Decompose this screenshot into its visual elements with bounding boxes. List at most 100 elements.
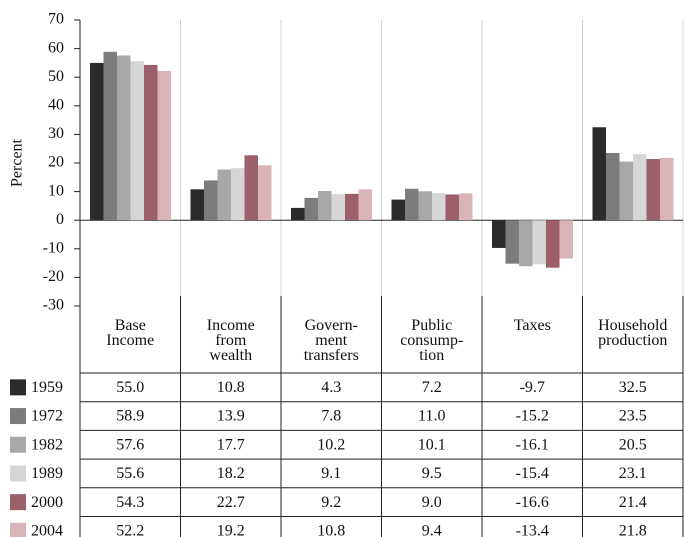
- table-value: 10.1: [418, 436, 446, 453]
- bar: [445, 194, 459, 221]
- table-value: 9.2: [321, 494, 341, 511]
- table-value: 20.5: [619, 436, 647, 453]
- bar: [358, 189, 372, 221]
- legend-label: 1972: [31, 408, 63, 425]
- bar: [559, 220, 573, 259]
- table-value: 23.1: [619, 465, 647, 482]
- bar: [532, 220, 546, 265]
- legend-label: 1982: [31, 436, 63, 453]
- y-tick-label: -20: [43, 268, 64, 285]
- table-value: 32.5: [619, 379, 647, 396]
- y-tick-label: 70: [48, 11, 64, 28]
- bar: [244, 155, 258, 221]
- y-tick-label: 10: [48, 182, 64, 199]
- bar: [291, 207, 305, 221]
- category-label: Household production: [598, 317, 667, 349]
- table-value: -16.6: [516, 494, 549, 511]
- table-value: 9.4: [422, 523, 442, 537]
- bar: [331, 194, 345, 221]
- table-value: -15.4: [516, 465, 549, 482]
- legend-label: 1989: [31, 465, 63, 482]
- bar: [418, 191, 432, 221]
- table-value: -9.7: [520, 379, 545, 396]
- y-axis-label: Percent: [9, 138, 26, 187]
- bar: [144, 64, 158, 221]
- legend-swatch: [10, 408, 26, 425]
- bar: [90, 62, 104, 221]
- bar: [345, 193, 359, 221]
- table-value: -16.1: [516, 436, 549, 453]
- bar: [258, 165, 272, 221]
- table-value: 23.5: [619, 408, 647, 425]
- bar: [505, 220, 519, 264]
- table-value: 52.2: [116, 523, 144, 537]
- y-tick-label: -30: [43, 297, 64, 314]
- bar: [217, 169, 231, 221]
- y-tick-label: -10: [43, 239, 64, 256]
- bar: [391, 199, 405, 221]
- legend-label: 2000: [31, 494, 63, 511]
- bar: [492, 220, 506, 248]
- bar: [130, 61, 144, 221]
- y-tick-label: 50: [48, 68, 64, 85]
- bar: [432, 193, 446, 221]
- bar: [459, 193, 473, 221]
- table-value: 22.7: [217, 494, 245, 511]
- bar: [660, 157, 674, 221]
- table-value: 21.8: [619, 523, 647, 537]
- table-value: 13.9: [217, 408, 245, 425]
- table-value: 18.2: [217, 465, 245, 482]
- y-tick-label: 40: [48, 96, 64, 113]
- bar: [519, 220, 533, 267]
- y-tick-label: 20: [48, 154, 64, 171]
- table-value: 10.2: [317, 436, 345, 453]
- bar: [619, 161, 633, 221]
- legend-swatch: [10, 522, 26, 537]
- y-tick-label: 0: [56, 211, 64, 228]
- bar: [318, 191, 332, 221]
- table-value: 54.3: [116, 494, 144, 511]
- table-value: 21.4: [619, 494, 647, 511]
- bar: [633, 154, 647, 221]
- table-value: 9.0: [422, 494, 442, 511]
- category-label: Taxes: [514, 317, 551, 334]
- legend-swatch: [10, 465, 26, 482]
- table-value: 9.1: [321, 465, 341, 482]
- bar: [592, 127, 606, 221]
- table-value: 57.6: [116, 436, 144, 453]
- table-value: 58.9: [116, 408, 144, 425]
- bar: [190, 189, 204, 221]
- category-label: Income from wealth: [207, 317, 255, 364]
- table-value: 19.2: [217, 523, 245, 537]
- table-value: 11.0: [418, 408, 445, 425]
- table-value: -13.4: [516, 523, 549, 537]
- category-label: Public consump-tion: [400, 317, 463, 364]
- bar: [546, 220, 560, 268]
- table-value: 55.0: [116, 379, 144, 396]
- table-value: 55.6: [116, 465, 144, 482]
- legend-swatch: [10, 436, 26, 453]
- table-value: -15.2: [516, 408, 549, 425]
- bar: [646, 158, 660, 221]
- y-tick-label: 60: [48, 39, 64, 56]
- legend-label: 2004: [31, 523, 63, 537]
- bar: [117, 55, 131, 221]
- category-label: Govern-ment transfers: [304, 317, 359, 364]
- legend-swatch: [10, 379, 26, 396]
- table-value: 7.8: [321, 408, 341, 425]
- bar: [157, 70, 171, 221]
- table-value: 17.7: [217, 436, 245, 453]
- bar: [606, 152, 620, 221]
- bar: [231, 168, 245, 221]
- bar: [304, 197, 318, 221]
- legend-label: 1959: [31, 379, 63, 396]
- bar: [405, 188, 419, 221]
- table-value: 10.8: [217, 379, 245, 396]
- table-value: 4.3: [321, 379, 341, 396]
- table-value: 7.2: [422, 379, 442, 396]
- y-tick-label: 30: [48, 125, 64, 142]
- bar: [103, 51, 117, 221]
- category-label: Base Income: [106, 317, 154, 349]
- table-value: 10.8: [317, 523, 345, 537]
